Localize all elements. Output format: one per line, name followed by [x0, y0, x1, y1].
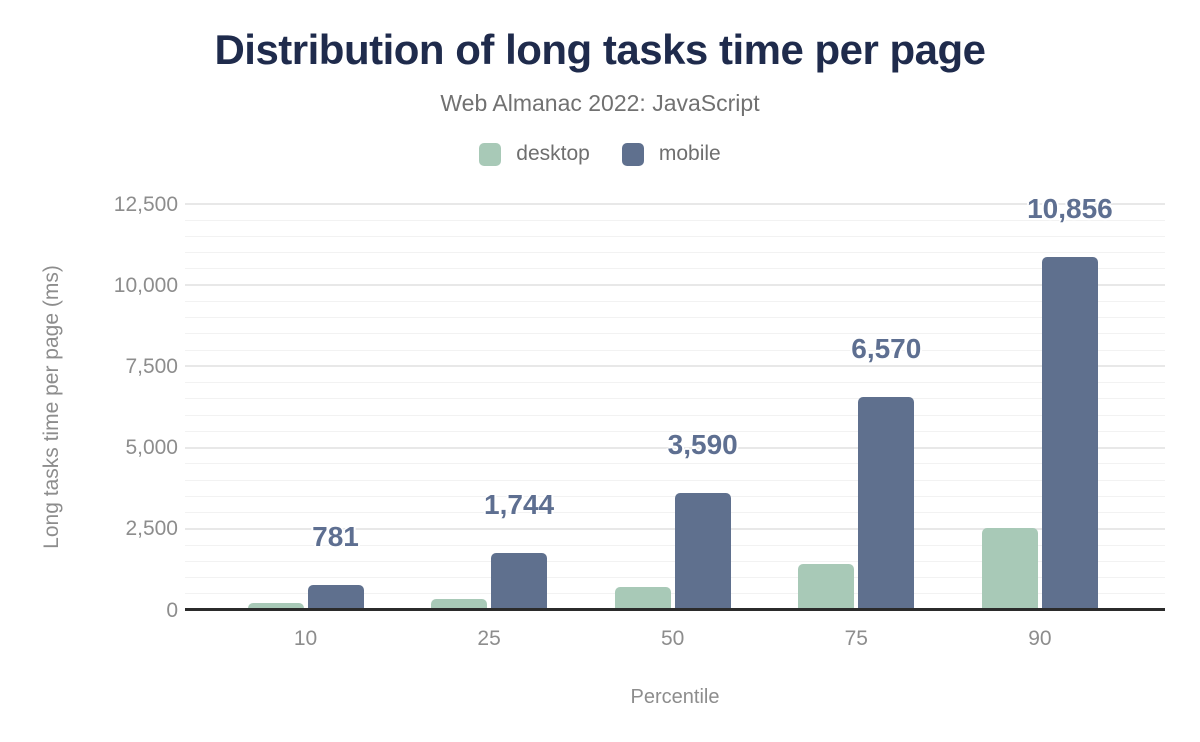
- gridline-major-5000: [185, 446, 1165, 449]
- plot-area: 781 1,744 3,590 6,570 10,856: [185, 193, 1165, 611]
- gridline-minor-10500: [185, 268, 1165, 270]
- data-label-mobile-p90: 10,856: [1027, 193, 1113, 225]
- x-tick-label-10: 10: [293, 627, 318, 650]
- bar-mobile-p90: [1041, 257, 1098, 610]
- gridline-minor-8000: [185, 349, 1165, 351]
- chart-subtitle: Web Almanac 2022: JavaScript: [440, 90, 760, 116]
- gridline-minor-4500: [185, 463, 1165, 465]
- legend-item-desktop: desktop: [479, 142, 590, 166]
- bar-mobile-p25: [491, 553, 548, 610]
- gridline-minor-6500: [185, 398, 1165, 400]
- y-tick-label-7500: 7,500: [125, 354, 178, 378]
- x-axis-title: Percentile: [630, 686, 720, 708]
- bar-desktop-p90: [981, 528, 1038, 610]
- legend-label-desktop: desktop: [516, 142, 590, 165]
- x-tick-label-50: 50: [661, 627, 685, 650]
- y-axis-tick-labels: 0 2,500 5,000 7,500 10,000 12,500: [60, 194, 178, 621]
- x-tick-label-25: 25: [477, 627, 501, 650]
- gridline-minor-9500: [185, 300, 1165, 302]
- bar-mobile-p50: [674, 493, 731, 610]
- bar-desktop-p25: [431, 599, 488, 610]
- x-tick-label-75: 75: [844, 627, 868, 650]
- legend-label-mobile: mobile: [658, 142, 721, 165]
- bar-mobile-p10: [307, 584, 364, 610]
- data-label-mobile-p25: 1,744: [484, 489, 555, 521]
- chart-title: Distribution of long tasks time per page: [214, 26, 986, 73]
- bar-mobile-p75: [858, 396, 915, 610]
- gridline-minor-8500: [185, 333, 1165, 335]
- legend-item-mobile: mobile: [621, 142, 721, 166]
- gridline-minor-4000: [185, 479, 1165, 481]
- bar-desktop-p10: [247, 603, 304, 610]
- x-axis-line: [185, 608, 1165, 611]
- bar-desktop-p75: [798, 564, 855, 610]
- gridline-minor-9000: [185, 317, 1165, 319]
- legend-swatch-desktop: [479, 142, 502, 166]
- x-axis-tick-labels: 10 25 50 75 90: [185, 627, 1165, 653]
- gridline-major-7500: [185, 365, 1165, 368]
- y-tick-label-2500: 2,500: [125, 517, 178, 541]
- y-tick-label-12500: 12,500: [113, 192, 178, 216]
- legend-swatch-mobile: [621, 142, 644, 166]
- legend: desktop mobile: [0, 142, 1200, 166]
- y-tick-label-10000: 10,000: [113, 273, 178, 297]
- data-label-mobile-p50: 3,590: [667, 429, 738, 461]
- gridline-minor-5500: [185, 430, 1165, 432]
- data-label-mobile-p75: 6,570: [851, 332, 922, 364]
- y-tick-label-5000: 5,000: [125, 436, 178, 460]
- gridline-major-12500: [185, 203, 1165, 205]
- data-label-mobile-p10: 781: [312, 520, 359, 552]
- bar-desktop-p50: [614, 586, 671, 610]
- x-tick-label-90: 90: [1028, 627, 1052, 650]
- gridline-minor-12000: [185, 219, 1165, 221]
- gridline-minor-6000: [185, 414, 1165, 416]
- y-tick-label-0: 0: [166, 598, 178, 622]
- gridline-minor-11000: [185, 252, 1165, 254]
- gridline-minor-11500: [185, 235, 1165, 237]
- gridline-minor-7000: [185, 382, 1165, 384]
- gridline-major-10000: [185, 284, 1165, 287]
